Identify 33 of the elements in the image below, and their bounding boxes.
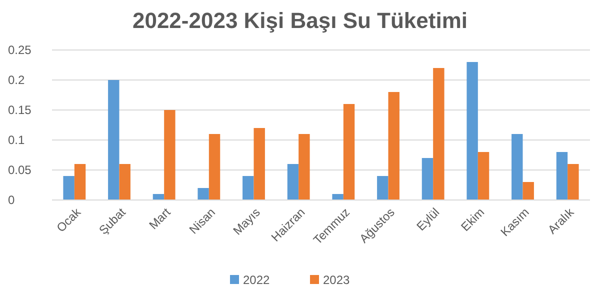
bar: [198, 188, 209, 200]
y-tick-label: 0.2: [8, 73, 26, 88]
bar: [343, 104, 355, 200]
bar: [298, 134, 310, 200]
bar: [119, 164, 130, 200]
legend-label: 2023: [323, 273, 350, 288]
legend-label: 2022: [243, 273, 270, 288]
bar: [466, 62, 478, 200]
y-tick-label: 0.05: [8, 163, 32, 178]
bar: [422, 158, 434, 200]
bar: [242, 176, 254, 200]
y-tick-label: 0: [8, 193, 15, 208]
bar: [108, 80, 120, 200]
bar: [332, 194, 344, 200]
bar: [433, 68, 444, 200]
bar: [208, 134, 220, 200]
bar: [164, 110, 176, 200]
chart-title: 2022-2023 Kişi Başı Su Tüketimi: [132, 8, 468, 33]
bar: [522, 182, 534, 200]
bar: [478, 152, 490, 200]
bar: [377, 176, 388, 200]
y-tick-label: 0.1: [8, 133, 26, 148]
bar: [287, 164, 299, 200]
bar: [74, 164, 86, 200]
y-tick-label: 0.15: [8, 103, 32, 118]
bar: [568, 164, 579, 200]
bar: [556, 152, 568, 200]
bar: [63, 176, 74, 200]
bar: [254, 128, 265, 200]
y-tick-label: 0.25: [8, 43, 32, 58]
bar: [388, 92, 400, 200]
bar: [152, 194, 164, 200]
bar: [512, 134, 523, 200]
